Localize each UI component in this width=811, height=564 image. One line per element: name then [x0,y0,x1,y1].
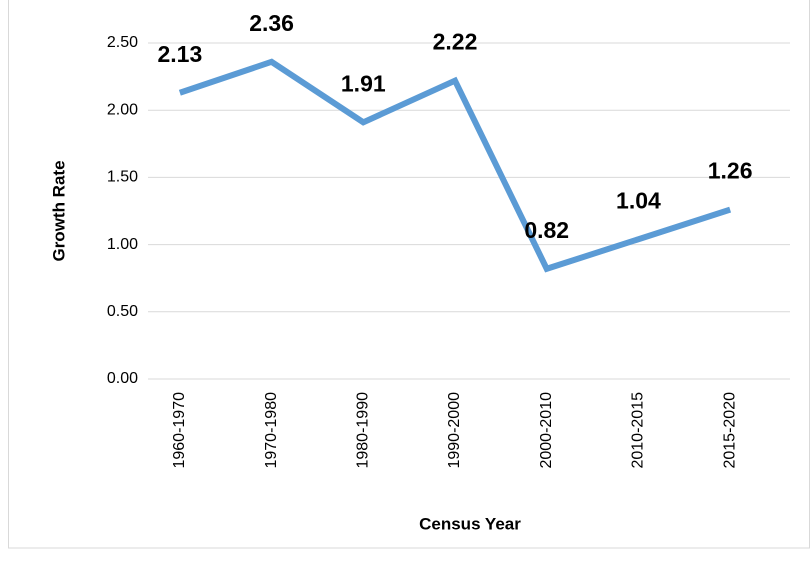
y-tick-label: 1.00 [107,236,138,253]
x-tick-label: 2015-2020 [721,392,738,469]
chart-border [8,0,810,549]
data-label: 2.13 [157,41,202,67]
data-label: 1.91 [341,70,386,96]
x-tick-label: 1990-2000 [446,392,463,469]
y-tick-label: 2.50 [107,34,138,51]
x-tick-label: 2000-2010 [538,392,555,469]
data-label: 0.82 [524,217,569,243]
y-tick-label: 0.50 [107,303,138,320]
data-label: 1.04 [616,187,661,213]
y-tick-label: 2.00 [107,101,138,118]
data-line [178,58,732,273]
x-tick-label: 2010-2015 [630,392,647,469]
x-tick-label: 1980-1990 [355,392,372,469]
y-axis-title: Growth Rate [49,160,68,261]
y-tick-label: 0.00 [107,370,138,387]
x-axis-title: Census Year [419,514,521,533]
data-label: 2.36 [249,10,294,36]
x-tick-label: 1960-1970 [171,392,188,469]
x-tick-label: 1970-1980 [263,392,280,469]
data-label: 2.22 [433,29,478,55]
y-tick-label: 1.50 [107,169,138,186]
data-label: 1.26 [708,158,753,184]
